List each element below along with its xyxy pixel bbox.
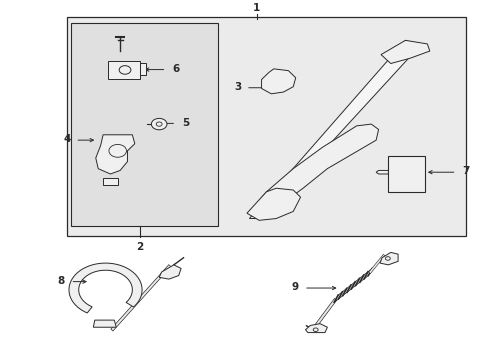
Polygon shape [159,265,181,279]
Circle shape [385,257,389,260]
Polygon shape [96,135,135,174]
Text: 1: 1 [253,3,260,13]
Polygon shape [375,170,387,174]
Bar [66,17,466,237]
Text: 8: 8 [58,276,65,286]
Polygon shape [380,40,429,63]
Text: 5: 5 [182,118,189,128]
Polygon shape [249,40,419,219]
Text: 4: 4 [63,134,70,144]
Circle shape [119,66,131,74]
Circle shape [156,122,162,126]
Bar [140,63,145,75]
Polygon shape [246,188,300,220]
Text: 6: 6 [172,64,179,74]
Bar [387,156,424,192]
Bar [108,61,140,79]
Polygon shape [261,69,295,94]
Polygon shape [69,263,142,313]
Text: 7: 7 [462,166,469,176]
Polygon shape [259,124,378,206]
Polygon shape [379,252,397,265]
Text: 9: 9 [290,282,298,292]
Text: 2: 2 [136,242,143,252]
Polygon shape [93,320,116,327]
Bar [71,23,217,226]
Circle shape [313,328,318,332]
Circle shape [151,118,166,130]
Text: 3: 3 [233,82,241,92]
Polygon shape [305,324,327,333]
Polygon shape [103,177,118,185]
Circle shape [109,144,126,157]
